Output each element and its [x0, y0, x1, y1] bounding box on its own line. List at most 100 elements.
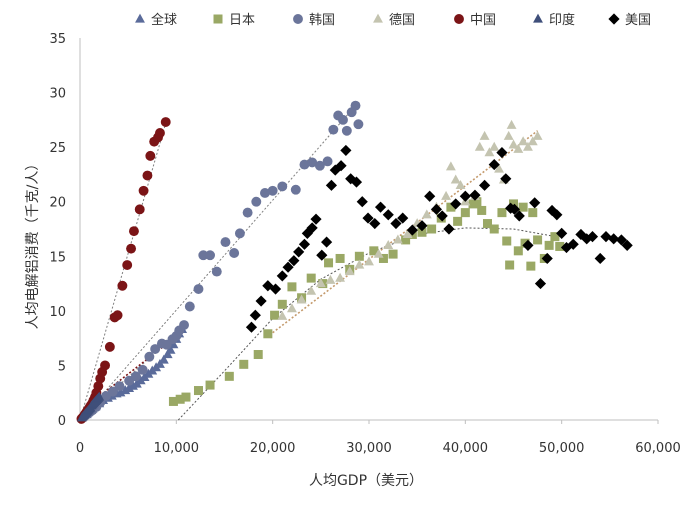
- legend-marker: [454, 14, 464, 24]
- data-point: [513, 210, 525, 222]
- data-point: [242, 207, 253, 218]
- legend-label: 日本: [229, 13, 255, 28]
- data-point: [181, 392, 191, 402]
- data-point: [441, 190, 452, 200]
- legend-marker: [608, 13, 620, 25]
- legend-label: 印度: [549, 12, 575, 28]
- y-tick-label: 25: [49, 141, 66, 156]
- data-point: [523, 141, 533, 151]
- data-point: [459, 190, 471, 202]
- data-point: [477, 205, 487, 215]
- data-point: [460, 208, 470, 218]
- data-point: [267, 185, 278, 196]
- data-point: [255, 295, 267, 307]
- data-point: [382, 209, 394, 221]
- data-point: [453, 216, 463, 226]
- legend-item: 美国: [608, 13, 651, 28]
- data-point: [544, 240, 554, 250]
- data-point: [551, 209, 563, 221]
- data-point: [500, 173, 512, 185]
- x-tick-label: 40,000: [443, 441, 489, 456]
- legend-item: 日本: [213, 13, 255, 28]
- data-point: [144, 351, 155, 362]
- data-point: [567, 238, 579, 250]
- data-point: [497, 208, 507, 218]
- x-tick-label: 30,000: [346, 441, 392, 456]
- data-point: [345, 173, 357, 185]
- data-point: [193, 386, 203, 396]
- data-point: [534, 277, 547, 290]
- data-point: [288, 255, 300, 267]
- data-point: [299, 159, 310, 170]
- data-point: [165, 344, 176, 354]
- data-point: [528, 208, 538, 218]
- legend-marker: [373, 13, 383, 23]
- data-point: [417, 227, 427, 237]
- x-tick-label: 0: [76, 441, 84, 456]
- data-point: [424, 190, 436, 202]
- data-point: [112, 310, 123, 321]
- data-point: [445, 161, 456, 171]
- data-point: [322, 156, 333, 167]
- data-point: [354, 259, 365, 269]
- data-point: [134, 204, 145, 215]
- data-point: [369, 217, 381, 230]
- data-point: [472, 197, 482, 207]
- trendline-韩国: [79, 103, 358, 421]
- data-point: [446, 202, 456, 212]
- legend: 全球 日本 韩国 德国 中国 印度 美国: [135, 12, 651, 28]
- data-point: [277, 299, 287, 309]
- data-point: [600, 231, 612, 243]
- legend-item: 韩国: [293, 13, 335, 28]
- data-point: [335, 160, 347, 172]
- data-point: [277, 181, 288, 192]
- data-point: [338, 114, 348, 125]
- data-point: [310, 213, 322, 225]
- data-point: [155, 128, 165, 138]
- data-point: [335, 253, 345, 263]
- data-point: [489, 224, 499, 234]
- data-point: [390, 217, 402, 230]
- data-point: [315, 278, 326, 288]
- data-point: [474, 141, 485, 151]
- data-point: [344, 266, 355, 276]
- series-美国: [245, 144, 633, 333]
- data-point: [94, 391, 105, 401]
- data-point: [158, 354, 169, 364]
- data-point: [122, 260, 133, 270]
- data-point: [93, 381, 104, 392]
- data-point: [276, 270, 288, 282]
- legend-item: 德国: [373, 13, 415, 28]
- data-point: [117, 280, 128, 291]
- data-point: [128, 226, 139, 237]
- legend-label: 德国: [389, 13, 415, 28]
- data-point: [175, 394, 185, 404]
- data-point: [145, 150, 156, 161]
- data-point: [608, 233, 620, 245]
- data-point: [518, 202, 528, 212]
- data-point: [502, 236, 512, 246]
- data-point: [364, 256, 374, 266]
- data-point: [290, 184, 301, 195]
- data-point: [324, 258, 334, 268]
- x-tick-label: 50,000: [539, 441, 585, 456]
- data-point: [306, 273, 316, 283]
- data-point: [509, 199, 518, 209]
- data-point: [126, 243, 137, 254]
- data-point: [306, 285, 317, 295]
- legend-label: 美国: [625, 13, 651, 28]
- data-point: [392, 234, 403, 244]
- data-point: [328, 124, 339, 135]
- data-point: [211, 266, 222, 277]
- y-tick-label: 15: [49, 250, 66, 265]
- data-point: [402, 229, 413, 239]
- data-point: [401, 235, 411, 245]
- data-point: [436, 210, 448, 222]
- data-point: [350, 176, 363, 188]
- data-point: [529, 197, 541, 209]
- data-point: [484, 147, 495, 157]
- x-tick-label: 20,000: [250, 441, 296, 456]
- data-point: [450, 174, 461, 184]
- data-point: [277, 310, 288, 320]
